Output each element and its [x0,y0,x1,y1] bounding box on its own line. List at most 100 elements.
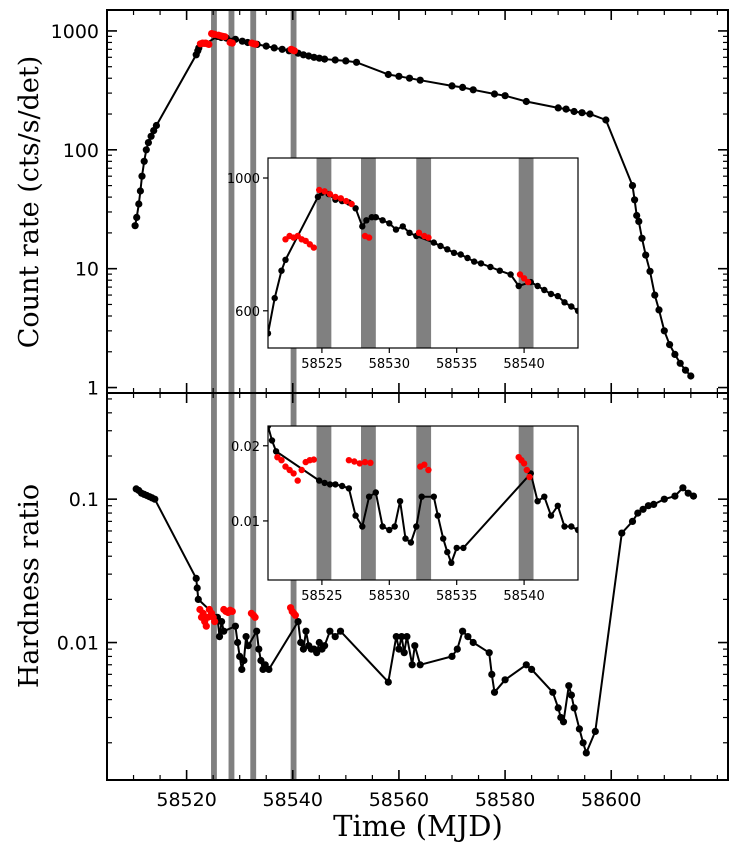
bottom-inset-black-point [453,544,460,552]
top-y-tick-label: 1000 [51,21,99,43]
top-red-point [228,39,236,47]
bottom-inset-black-point [321,479,328,487]
bottom-inset-black-point [402,535,409,542]
top-inset-black-point [359,223,366,230]
top-inset-red-point [310,244,317,251]
top-inset-black-point [547,290,555,298]
bottom-black-point [408,661,416,669]
top-inset-red-point [425,234,432,241]
bottom-black-point [549,688,557,696]
bottom-black-point [554,704,562,712]
top-gti-band [228,10,235,393]
top-black-point [676,359,684,367]
top-red-point [252,40,260,48]
bottom-inset-black-point [448,559,455,566]
bottom-black-point [459,627,467,635]
top-black-point [138,172,146,180]
bottom-y-tick-label: 0.01 [57,633,99,655]
bottom-inset-gti-band [316,426,332,580]
bottom-inset-black-point [359,523,366,530]
top-black-point [469,86,477,94]
top-black-point [262,42,270,50]
bottom-inset-black-point [561,523,568,530]
bottom-black-point [464,633,472,641]
bottom-black-point [485,649,493,657]
bottom-inset-gti-band [518,426,534,580]
bottom-red-point [199,609,207,617]
top-black-point [133,213,141,221]
top-inset-black-point [282,256,289,263]
bottom-inset-black-point [430,493,437,500]
bottom-black-point [411,642,419,650]
bottom-black-point [315,638,323,647]
top-inset-gti-band [361,158,376,348]
bottom-inset-black-point [407,539,415,546]
bottom-black-point [255,645,263,653]
top-inset: 600 1000 58525 58530 58535 58540 [227,157,579,372]
bottom-inset-black-point [379,523,386,530]
bottom-black-point [501,676,509,684]
bottom-black-point [384,678,392,686]
top-inset-black-point [515,282,522,290]
bottom-black-point [240,656,248,665]
bottom-red-point [228,607,236,616]
bottom-inset-gti-band [416,426,432,580]
bottom-x-tick-label: 58560 [369,789,429,811]
top-inset-gti-band [518,158,534,348]
top-inset-red-point [516,271,524,278]
bottom-inset-red-point [361,458,369,466]
bottom-inset-red-point [421,461,428,468]
top-black-point [278,45,286,53]
bottom-red-point [202,622,210,630]
top-inset-black-point [271,294,278,302]
top-inset-red-point [326,190,334,198]
bottom-black-point [522,661,530,669]
bottom-inset-black-point [541,493,548,500]
bottom-inset-red-point [294,477,301,484]
top-black-point [655,306,663,314]
bottom-panel: 0.01 0.1 58520 58540 58560 58580 58600 [57,392,729,811]
top-black-point [501,92,509,100]
bottom-black-point [469,638,477,647]
bottom-inset-frame [267,425,579,581]
top-black-point [586,110,594,118]
top-black-point [135,200,143,208]
bottom-inset-x-tick-label: 58530 [369,589,410,604]
bottom-inset-plot-area [268,426,578,580]
bottom-black-point [218,618,226,626]
top-inset-black-point [392,226,400,233]
bottom-black-point [395,645,403,653]
bottom-inset-black-point [460,544,467,552]
bottom-x-tick-label: 58540 [263,789,323,811]
bottom-inset-red-point [278,457,285,464]
top-inset-plot-area [268,158,578,348]
top-black-point [136,187,144,195]
top-black-point [628,182,637,190]
bottom-red-point [291,611,299,619]
bottom-inset-x-tick-label: 58540 [503,589,544,604]
bottom-black-point [528,665,536,674]
bottom-inset-red-point [345,457,353,464]
top-black-point [666,341,674,349]
bottom-inset-red-point [310,456,317,463]
top-inset-black-point [444,246,451,253]
bottom-x-tick-label: 58580 [475,789,535,811]
bottom-black-point [582,749,590,757]
top-inset-black-point [496,267,503,274]
top-y-tick-label: 10 [75,259,99,281]
top-black-point [140,157,148,165]
top-black-point [660,327,668,335]
bottom-inset-black-point [372,489,379,496]
bottom-inset-black-point [326,481,334,488]
top-black-point [638,234,646,242]
top-inset-black-point [314,193,322,201]
top-black-point [321,55,329,63]
bottom-y-tick-label: 0.1 [69,489,99,511]
top-inset-black-point [406,229,413,236]
bottom-inset-black-point [391,523,398,530]
bottom-inset-black-point [268,437,276,444]
bottom-black-point [321,642,329,650]
bottom-x-tick-label: 58520 [156,789,216,811]
bottom-inset-x-tick-label: 58525 [301,589,342,604]
top-inset-black-point [541,286,548,294]
